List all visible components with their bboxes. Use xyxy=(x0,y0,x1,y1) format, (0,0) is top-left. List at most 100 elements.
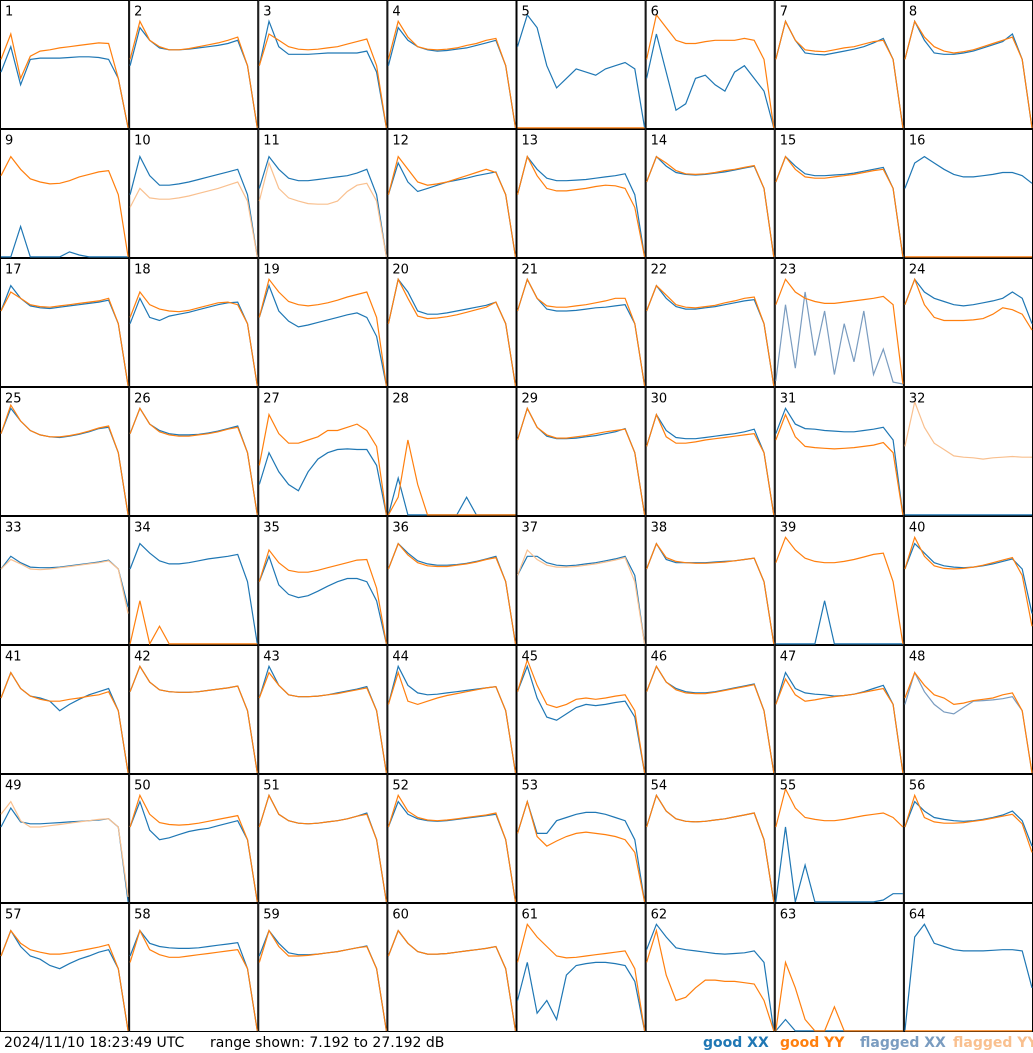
panel-frame xyxy=(258,516,388,645)
panel-frame xyxy=(129,258,259,387)
xx-curve xyxy=(387,800,517,902)
xx-curve xyxy=(258,448,387,516)
panel-label: 30 xyxy=(651,392,668,407)
panel-frame xyxy=(903,387,1033,516)
yy-curve xyxy=(0,31,129,129)
xx-curve xyxy=(387,26,517,128)
panel-label: 29 xyxy=(522,392,539,407)
panel-frame xyxy=(774,774,904,903)
panel-label: 57 xyxy=(5,908,22,923)
panel-label: 64 xyxy=(909,908,926,923)
panel-label: 40 xyxy=(909,521,926,536)
panel-frame xyxy=(903,129,1033,258)
xx-curve xyxy=(0,44,129,129)
panel-frame xyxy=(258,0,388,129)
panel-frame xyxy=(903,516,1033,645)
panel-frame xyxy=(516,516,646,645)
panel-label: 11 xyxy=(263,134,280,149)
xx-curve xyxy=(646,923,775,1031)
yy-curve xyxy=(129,181,258,258)
yy-curve xyxy=(904,277,1033,331)
panel-label: 47 xyxy=(780,650,797,665)
yy-curve xyxy=(775,19,904,128)
xx-curve xyxy=(129,542,258,644)
xx-curve xyxy=(904,278,1033,324)
panel-label: 42 xyxy=(134,650,151,665)
panel-label: 60 xyxy=(392,908,409,923)
panel-frame xyxy=(0,645,130,774)
xx-curve xyxy=(775,291,904,385)
panel-label: 26 xyxy=(134,392,151,407)
panel-label: 9 xyxy=(5,134,13,149)
xx-curve xyxy=(775,600,903,645)
panel-label: 23 xyxy=(780,263,797,278)
xx-curve xyxy=(129,296,258,386)
yy-curve xyxy=(387,277,517,386)
yy-curve xyxy=(775,960,903,1032)
panel-frame xyxy=(129,645,259,774)
xx-curve xyxy=(258,554,387,645)
yy-curve xyxy=(646,412,775,515)
xx-curve xyxy=(516,155,646,257)
panel-label: 8 xyxy=(909,5,917,20)
panel-frame xyxy=(645,645,775,774)
yy-curve xyxy=(258,548,387,645)
panel-label: 16 xyxy=(909,134,926,149)
panel-label: 39 xyxy=(780,521,797,536)
panel-label: 22 xyxy=(651,263,668,278)
panel-label: 21 xyxy=(522,263,539,278)
yy-curve xyxy=(0,155,129,257)
panel-frame xyxy=(645,516,775,645)
panel-frame xyxy=(0,387,130,516)
yy-curve xyxy=(775,536,904,644)
panel-label: 4 xyxy=(392,5,400,20)
xx-curve xyxy=(258,283,387,387)
panel-frame xyxy=(387,258,517,387)
xx-curve xyxy=(1,224,129,258)
panel-frame xyxy=(0,0,130,129)
panel-frame xyxy=(774,387,904,516)
yy-curve xyxy=(129,600,258,646)
yy-curve xyxy=(129,929,258,1031)
panel-label: 3 xyxy=(263,5,271,20)
xx-curve xyxy=(775,826,903,903)
panel-frame xyxy=(903,774,1033,903)
panel-frame xyxy=(0,258,130,387)
panel-frame xyxy=(387,387,517,516)
panel-label: 49 xyxy=(5,779,22,794)
yy-curve xyxy=(516,406,646,515)
yy-curve xyxy=(646,928,775,1032)
xx-curve xyxy=(129,799,258,902)
panel-frame xyxy=(0,903,130,1032)
panel-frame xyxy=(387,516,517,645)
timestamp: 2024/11/10 18:23:49 UTC xyxy=(4,1035,184,1051)
yy-curve xyxy=(129,406,258,515)
yy-curve xyxy=(775,155,904,257)
panel-label: 31 xyxy=(780,392,797,407)
panel-frame xyxy=(129,774,259,903)
panel-label: 28 xyxy=(392,392,409,407)
xx-curve xyxy=(904,19,1033,128)
panel-frame xyxy=(0,129,130,258)
yy-curve xyxy=(904,535,1033,627)
xx-curve xyxy=(904,800,1033,847)
panel-frame xyxy=(774,129,904,258)
yy-curve xyxy=(0,291,129,386)
panel-label: 24 xyxy=(909,263,926,278)
yy-curve xyxy=(258,671,387,773)
panel-frame xyxy=(774,258,904,387)
panel-label: 36 xyxy=(392,521,409,536)
yy-curve xyxy=(258,793,387,902)
yy-curve xyxy=(129,664,258,773)
yy-curve xyxy=(646,284,775,386)
panel-frame xyxy=(516,258,646,387)
panel-label: 12 xyxy=(392,134,409,149)
xx-curve xyxy=(646,284,775,386)
panel-frame xyxy=(129,903,259,1032)
panel-label: 59 xyxy=(263,908,280,923)
panel-frame xyxy=(129,0,259,129)
panel-label: 5 xyxy=(522,5,530,20)
yy-curve xyxy=(387,155,517,257)
yy-curve xyxy=(904,793,1033,853)
yy-curve xyxy=(387,19,517,128)
